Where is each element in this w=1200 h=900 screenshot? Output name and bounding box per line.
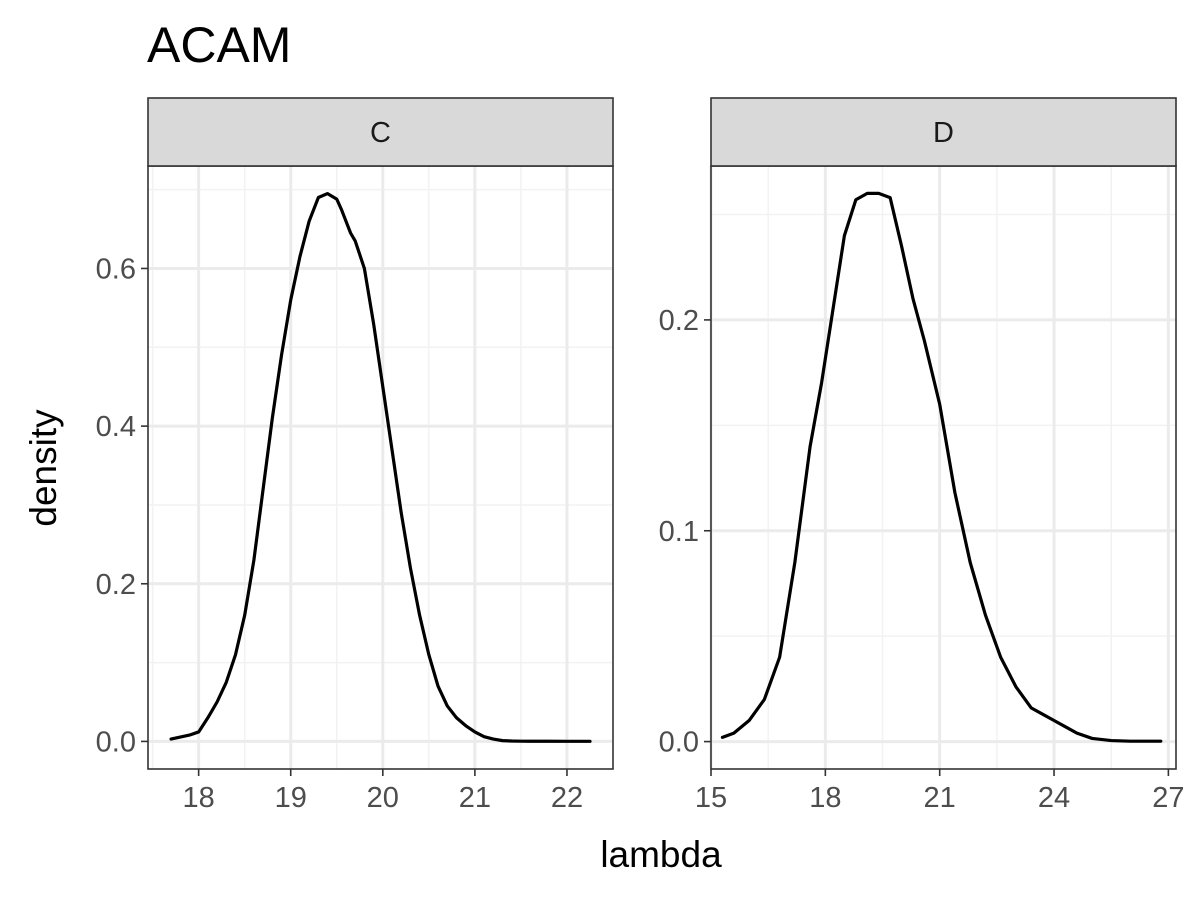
panel-background <box>711 166 1176 769</box>
x-tick-label: 19 <box>275 782 307 814</box>
x-tick-label: 21 <box>924 782 956 814</box>
facet-strip-c <box>147 97 614 167</box>
chart-title: ACAM <box>147 17 291 73</box>
y-tick-label: 0.2 <box>659 305 699 337</box>
y-tick-label: 0.6 <box>96 253 136 285</box>
facet-strip-label-c: C <box>370 117 391 149</box>
y-tick-label: 0.0 <box>96 726 136 758</box>
x-tick-label: 18 <box>183 782 215 814</box>
x-tick-label: 18 <box>809 782 841 814</box>
x-tick-label: 20 <box>367 782 399 814</box>
facet-panel-d: D 15 18 21 24 27 0.0 0.1 0.2 <box>659 97 1185 814</box>
y-tick-label: 0.2 <box>96 569 136 601</box>
density-line-c <box>169 191 592 743</box>
x-tick-label: 24 <box>1038 782 1070 814</box>
y-tick-label: 0.1 <box>659 516 699 548</box>
x-tick-label: 21 <box>459 782 491 814</box>
facet-panel-c: C 18 19 20 21 22 0.0 0.2 0.4 0.6 <box>96 97 614 814</box>
density-line-d <box>720 191 1163 743</box>
panel-background <box>148 166 613 769</box>
y-tick-label: 0.0 <box>659 727 699 759</box>
y-axis-title: density <box>23 409 64 527</box>
facet-strip-d <box>710 97 1177 167</box>
x-axis-title: lambda <box>600 834 722 875</box>
x-tick-label: 15 <box>695 782 727 814</box>
y-tick-label: 0.4 <box>96 411 136 443</box>
x-tick-label: 27 <box>1152 782 1184 814</box>
x-tick-label: 22 <box>551 782 583 814</box>
facet-panels: C 18 19 20 21 22 0.0 0.2 0.4 0.6 D 15 18 21 24 27 0.0 0.1… <box>96 97 1185 814</box>
facet-strip-label-d: D <box>933 117 954 149</box>
